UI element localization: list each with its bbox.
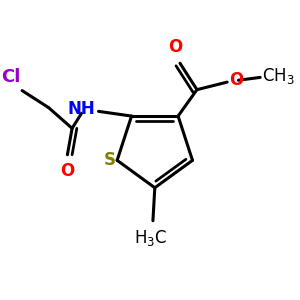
Text: Cl: Cl: [1, 68, 20, 86]
Text: O: O: [168, 38, 182, 56]
Text: S: S: [103, 152, 116, 169]
Text: NH: NH: [68, 100, 96, 118]
Text: CH$_3$: CH$_3$: [262, 65, 295, 86]
Text: O: O: [60, 162, 74, 180]
Text: O: O: [229, 71, 243, 89]
Text: H$_3$C: H$_3$C: [134, 228, 168, 248]
